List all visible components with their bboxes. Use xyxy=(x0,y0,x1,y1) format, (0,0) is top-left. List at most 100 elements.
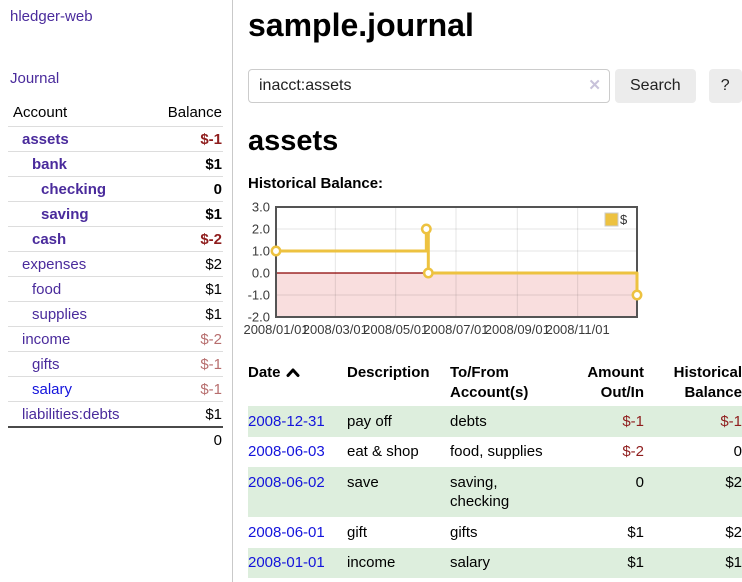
sidebar-account-row: saving $1 xyxy=(8,201,223,227)
accounts-total-value: 0 xyxy=(148,426,223,452)
column-header-amount[interactable]: Amount Out/In xyxy=(587,364,644,402)
y-tick-label: 0.0 xyxy=(252,266,270,281)
table-row: 2008-06-03 eat & shop food, supplies $-2 0 xyxy=(248,437,742,468)
sidebar-account-row: cash $-2 xyxy=(8,226,223,252)
account-balance: 0 xyxy=(148,176,223,202)
account-balance: $-1 xyxy=(148,126,223,152)
transaction-amount: 0 xyxy=(635,473,644,491)
chart-canvas: $3.0 2.0 1.0 0.0 -1.0 -2.02008/01/012008/03/0… xyxy=(243,200,643,337)
search-input[interactable] xyxy=(248,69,610,104)
column-header-date[interactable]: Date xyxy=(248,360,347,406)
sidebar-account-row: expenses $2 xyxy=(8,251,223,277)
sidebar-account-row: gifts $-1 xyxy=(8,351,223,377)
account-balance: $1 xyxy=(148,401,223,427)
legend-swatch xyxy=(604,212,619,227)
page-title: sample.journal xyxy=(248,7,474,43)
x-tick-label: 2008/09/01 xyxy=(485,322,550,337)
x-tick-label: 2008/11/01 xyxy=(546,322,610,337)
accounts-table-header: Account Balance xyxy=(8,100,223,127)
sidebar-account-link[interactable]: expenses xyxy=(22,255,87,273)
search-button[interactable]: Search xyxy=(615,69,696,104)
transaction-balance: $2 xyxy=(725,523,742,541)
historical-balance-chart: $3.0 2.0 1.0 0.0 -1.0 -2.0 2008/01/01 2008/03/0… xyxy=(243,200,648,337)
account-balance: $2 xyxy=(148,251,223,277)
column-header-accounts[interactable]: To/From Account(s) xyxy=(450,364,529,402)
transaction-balance: $1 xyxy=(725,554,742,572)
x-tick-label: 2008/05/01 xyxy=(363,322,428,337)
sidebar-account-link[interactable]: liabilities:debts xyxy=(22,405,120,423)
sidebar-account-link[interactable]: checking xyxy=(41,180,107,198)
register-header-row: Date Description To/From Account(s) Amou… xyxy=(248,360,742,406)
brand-link[interactable]: hledger-web xyxy=(10,8,93,25)
data-point-marker xyxy=(422,267,434,279)
x-tick-label: 2008/07/01 xyxy=(423,322,488,337)
data-point-marker xyxy=(420,223,432,235)
y-tick-label: -1.0 xyxy=(248,288,270,303)
transaction-amount: $1 xyxy=(627,523,644,541)
sidebar-account-row: salary $-1 xyxy=(8,376,223,402)
transaction-accounts: debts xyxy=(450,412,487,430)
y-tick-label: -2.0 xyxy=(248,310,270,325)
y-tick-label: 1.0 xyxy=(252,244,270,259)
account-balance: $-1 xyxy=(148,351,223,377)
sidebar-account-link[interactable]: assets xyxy=(22,130,69,148)
column-header-balance[interactable]: Historical Balance xyxy=(673,364,742,402)
transaction-accounts: food, supplies xyxy=(450,443,543,461)
transaction-description: save xyxy=(347,473,379,491)
sort-ascending-icon xyxy=(286,364,300,384)
transaction-date-link[interactable]: 2008-12-31 xyxy=(248,412,325,430)
chart-title: Historical Balance: xyxy=(248,175,384,193)
search-bar: ✕ Search ? xyxy=(248,69,742,104)
y-tick-label: 3.0 xyxy=(252,200,270,215)
transaction-date-link[interactable]: 2008-06-03 xyxy=(248,443,325,461)
help-button[interactable]: ? xyxy=(708,69,742,104)
account-heading: assets xyxy=(248,125,339,158)
table-row: 2008-01-01 income salary $1 $1 xyxy=(248,547,742,579)
table-row: 2008-06-01 gift gifts $1 $2 xyxy=(248,517,742,548)
sidebar-account-row: liabilities:debts $1 xyxy=(8,401,223,427)
sidebar-account-link[interactable]: bank xyxy=(32,155,68,173)
sidebar: hledger-web Journal Account Balance asse… xyxy=(0,0,233,582)
sidebar-item-journal[interactable]: Journal xyxy=(10,70,60,87)
main-content: sample.journal ✕ Search ? assets Histori… xyxy=(243,0,742,579)
column-header-date-label: Date xyxy=(248,364,281,382)
y-tick-label: 2.0 xyxy=(252,222,270,237)
column-header-description[interactable]: Description xyxy=(347,364,430,382)
account-balance: $1 xyxy=(148,151,223,177)
account-balance: $-2 xyxy=(148,326,223,352)
transaction-description: gift xyxy=(347,523,368,541)
sidebar-account-link[interactable]: salary xyxy=(32,380,73,398)
transaction-description: eat & shop xyxy=(347,443,419,461)
transaction-description: pay off xyxy=(347,412,392,430)
sidebar-account-link[interactable]: saving xyxy=(41,205,89,223)
register-table: Date Description To/From Account(s) Amou… xyxy=(248,360,742,579)
account-column-header: Account xyxy=(13,104,68,121)
legend-label: $ xyxy=(620,212,628,227)
sidebar-account-row: bank $1 xyxy=(8,151,223,177)
transaction-date-link[interactable]: 2008-06-02 xyxy=(248,473,325,491)
sidebar-account-link[interactable]: gifts xyxy=(32,355,60,373)
account-balance: $1 xyxy=(148,276,223,302)
sidebar-account-row: assets $-1 xyxy=(8,126,223,152)
sidebar-account-row: food $1 xyxy=(8,276,223,302)
data-point-marker xyxy=(631,289,643,301)
accounts-table: Account Balance assets $-1 bank $1 checking 0… xyxy=(8,100,223,452)
sidebar-account-link[interactable]: cash xyxy=(32,230,67,248)
clear-search-icon[interactable]: ✕ xyxy=(588,77,601,95)
sidebar-account-link[interactable]: supplies xyxy=(32,305,88,323)
account-balance: $1 xyxy=(148,201,223,227)
account-balance: $-2 xyxy=(148,226,223,252)
transaction-date-link[interactable]: 2008-06-01 xyxy=(248,523,325,541)
transaction-accounts: gifts xyxy=(450,523,478,541)
transaction-amount: $-2 xyxy=(622,443,644,461)
table-row: 2008-06-02 save saving, checking 0 $2 xyxy=(248,467,742,518)
sidebar-account-link[interactable]: food xyxy=(32,280,62,298)
transaction-balance: 0 xyxy=(733,443,742,461)
sidebar-account-row: checking 0 xyxy=(8,176,223,202)
transaction-amount: $-1 xyxy=(622,412,644,430)
transaction-description: income xyxy=(347,554,396,572)
sidebar-account-link[interactable]: income xyxy=(22,330,71,348)
transaction-date-link[interactable]: 2008-01-01 xyxy=(248,554,325,572)
x-tick-label: 2008/03/01 xyxy=(303,322,368,337)
account-balance: $1 xyxy=(148,301,223,327)
